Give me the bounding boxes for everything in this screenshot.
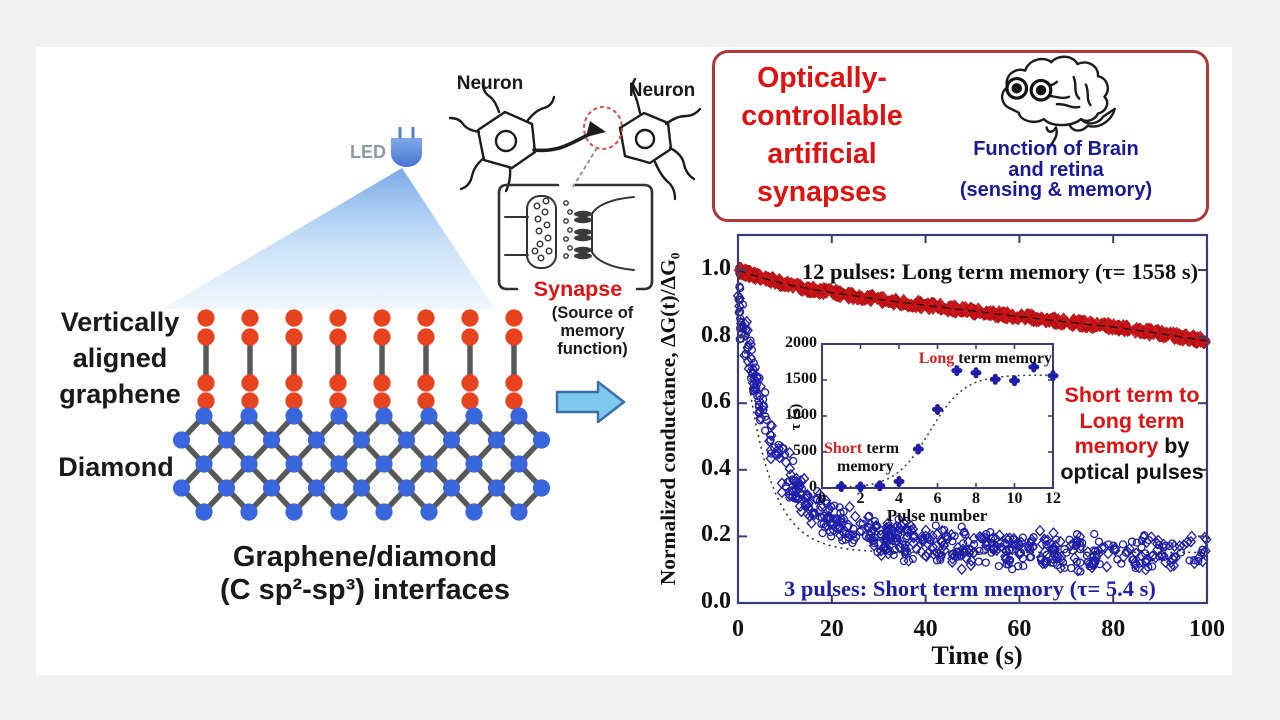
brain-retina-icon [1000, 55, 1116, 149]
conductance-chart [732, 233, 1212, 605]
right-arrow-icon [555, 380, 626, 424]
long-term-scatter [733, 261, 1212, 350]
led-icon [391, 127, 422, 167]
synapse-highlight-circle [570, 106, 623, 191]
short-term-scatter [732, 282, 1212, 577]
diamond-lattice-structure [172, 407, 551, 521]
synapse-detail-box [497, 183, 654, 291]
led-light-cone [162, 168, 495, 309]
inset-tau-points [835, 361, 1059, 493]
header-box [712, 50, 1209, 222]
neuron-illustration [448, 77, 702, 201]
vertical-graphene-structure [197, 309, 523, 410]
